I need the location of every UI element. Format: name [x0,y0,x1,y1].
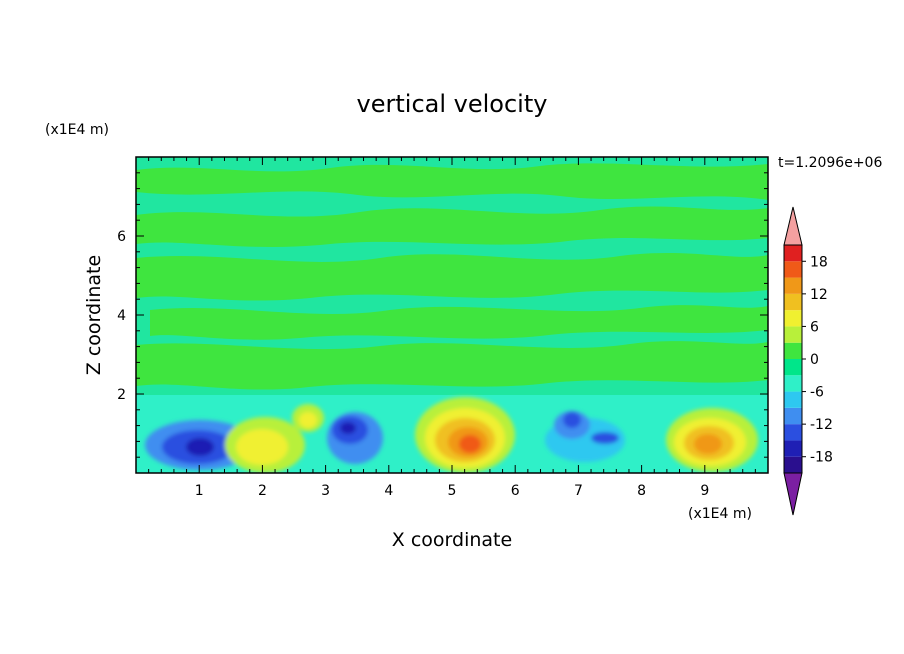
colorbar-tick-label: 6 [810,319,819,335]
y-tick-label: 4 [117,308,126,324]
plot-area [136,157,768,473]
colorbar-swatch [784,245,802,262]
colorbar-tick-label: -18 [810,450,833,466]
axis-tick-labels: 1 2 3 4 5 6 7 8 9 2 4 6 [117,229,709,499]
x-axis-label: X coordinate [392,529,512,551]
x-tick-label: 4 [384,483,393,499]
x-tick-label: 7 [574,483,583,499]
colorbar-swatch [784,293,802,311]
time-label: t=1.2096e+06 [778,155,882,171]
colorbar: 18 12 6 0 -6 -12 -18 [783,206,833,516]
colorbar-swatch [784,326,802,343]
y-tick-label: 6 [117,229,126,245]
colorbar-swatch [784,277,802,294]
x-tick-label: 5 [448,483,457,499]
colorbar-tick-label: 12 [810,287,828,303]
colorbar-swatch [784,456,802,473]
y-unit-label: (x1E4 m) [45,122,109,138]
x-tick-label: 6 [511,483,520,499]
x-tick-label: 8 [637,483,646,499]
colorbar-swatch [784,310,802,327]
x-tick-label: 3 [321,483,330,499]
colorbar-min-arrow [783,472,803,516]
y-axis-label: Z coordinate [83,255,105,375]
colorbar-tick-label: 18 [810,254,828,270]
colorbar-max-arrow [783,206,803,246]
x-unit-label: (x1E4 m) [688,506,752,522]
colorbar-swatch [784,375,802,392]
upper-bands [136,163,768,390]
colorbar-swatch [784,359,802,376]
colorbar-tick-label: 0 [810,352,819,368]
y-tick-label: 2 [117,387,126,403]
chart-title: vertical velocity [357,90,548,118]
x-tick-label: 1 [195,483,204,499]
colorbar-tick-label: -6 [810,385,824,401]
colorbar-swatch [784,440,802,457]
features [145,397,758,473]
colorbar-swatch [784,407,802,425]
colorbar-swatch [784,391,802,408]
x-tick-label: 9 [700,483,709,499]
colorbar-tick-label: -12 [810,417,833,433]
colorbar-swatch [784,342,802,359]
colorbar-swatch [784,261,802,278]
x-tick-label: 2 [258,483,267,499]
axis-ticks [136,157,769,473]
colorbar-swatch [784,424,802,441]
